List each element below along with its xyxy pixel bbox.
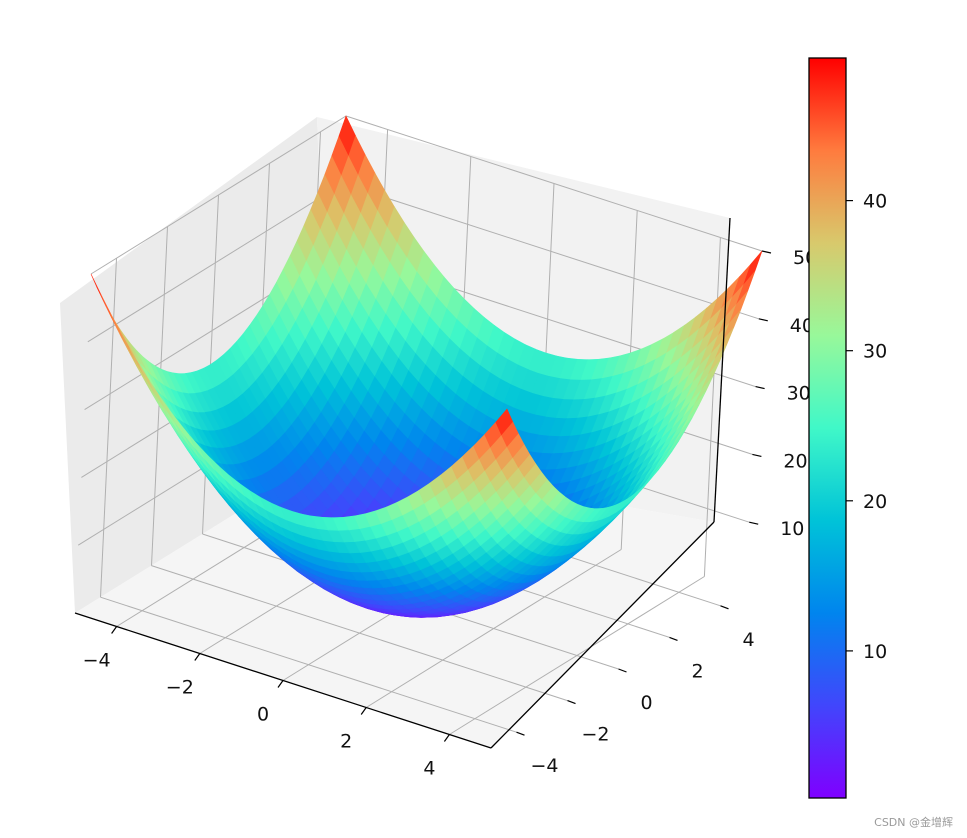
z-tick [761, 250, 772, 254]
colorbar-tick-label: 30 [863, 341, 887, 363]
surface [90, 115, 763, 618]
x-tick-label: 4 [423, 758, 435, 780]
y-tick-label: 4 [742, 629, 754, 651]
y-tick-label: 2 [691, 660, 703, 682]
z-tick-label: 20 [783, 450, 807, 472]
y-axis-line [490, 521, 715, 749]
colorbar: 10 20 30 40 [808, 57, 887, 799]
y-tick [567, 700, 576, 705]
z-axis-line [713, 217, 731, 523]
y-tick [516, 731, 525, 736]
x-tick [277, 680, 284, 688]
surface-patch [743, 250, 763, 285]
x-tick [360, 707, 367, 715]
z-tick [755, 386, 765, 390]
grid-line [345, 115, 763, 252]
colorbar-ticks: 10 20 30 40 [846, 191, 887, 663]
colorbar-tick-label: 20 [863, 491, 887, 513]
x-tick [443, 734, 450, 742]
z-tick [758, 318, 768, 322]
y-tick [669, 636, 678, 641]
grid-line [151, 565, 568, 702]
z-tick-label: 30 [787, 383, 811, 405]
grid-line [90, 115, 347, 275]
z-tick-label: 40 [790, 315, 814, 337]
y-tick-label: 0 [640, 692, 652, 714]
x-tick-label: 2 [340, 731, 352, 753]
grid-line [100, 258, 117, 598]
x-tick-label: 0 [257, 704, 269, 726]
x-tick [194, 653, 201, 661]
grid-line [87, 183, 344, 343]
z-tick-label: 10 [780, 518, 804, 540]
y-tick-label: −4 [530, 755, 558, 777]
z-tick [749, 521, 759, 525]
grid-line [342, 183, 759, 320]
colorbar-gradient [808, 57, 847, 799]
grid-line [100, 596, 517, 733]
x-tick-label: −2 [166, 677, 194, 699]
colorbar-tick-label: 10 [863, 641, 887, 663]
surface-patch [495, 408, 513, 436]
colorbar-tick-label: 40 [863, 191, 887, 213]
z-tick [752, 453, 762, 457]
grid-line [703, 237, 721, 577]
x-tick [111, 626, 118, 634]
y-tick [720, 605, 729, 610]
watermark: CSDN @金增辉 [874, 816, 953, 829]
x-tick-label: −4 [83, 650, 111, 672]
y-tick-label: −2 [581, 724, 609, 746]
y-tick [618, 668, 627, 673]
